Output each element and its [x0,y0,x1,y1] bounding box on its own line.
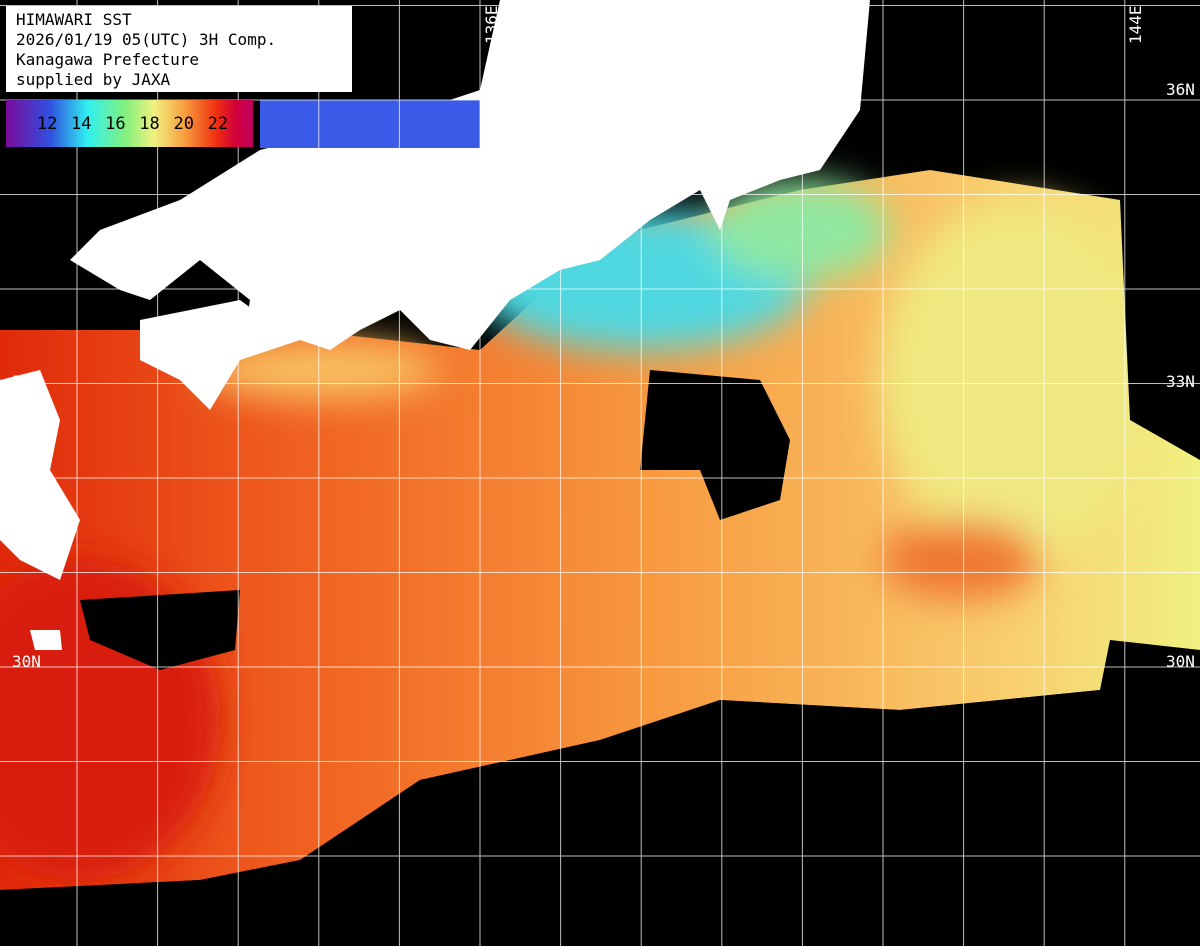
title-box: HIMAWARI SST 2026/01/19 05(UTC) 3H Comp.… [6,6,352,92]
lat-label-33n-right: 33N [1166,372,1195,391]
datetime-line: 2026/01/19 05(UTC) 3H Comp. [16,30,277,49]
lat-label-30n-left: 30N [12,652,41,671]
color-scale-legend: 12 14 16 18 20 22 [6,100,253,147]
cloud-mask [0,200,1200,946]
colorbar-tick: 14 [70,113,92,134]
lat-label-33n-left: 33N [12,372,41,391]
cold-water-seto [260,100,480,148]
colorbar-tick: 22 [207,113,229,134]
lon-label-144e: 144E [1126,5,1145,44]
colorbar-tick: 12 [36,113,58,134]
credit-line: supplied by JAXA [16,70,171,89]
colorbar-tick: 18 [139,113,160,134]
org-line: Kanagawa Prefecture [16,50,200,69]
title-line: HIMAWARI SST [16,10,132,29]
land [0,0,870,650]
lat-label-30n-right: 30N [1166,652,1195,671]
lat-label-36n: 36N [1166,80,1195,99]
lon-label-136e: 136E [482,5,501,44]
colorbar-tick: 20 [173,113,194,134]
colorbar-tick: 16 [105,113,126,134]
